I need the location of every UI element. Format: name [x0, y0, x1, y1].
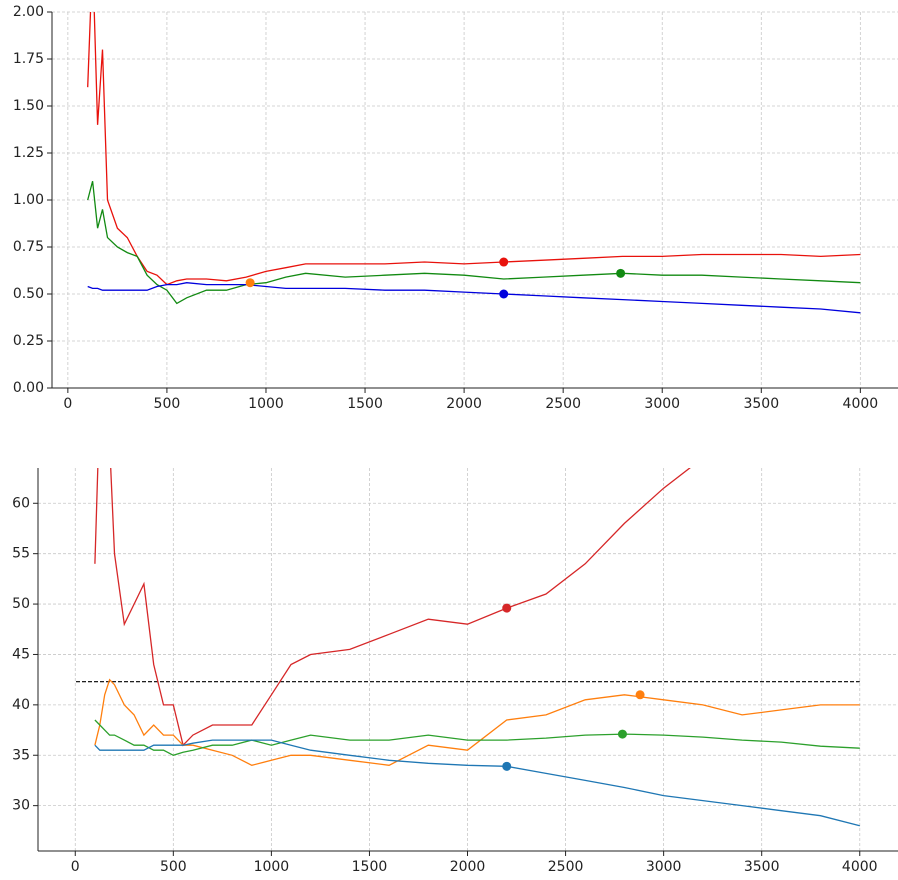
x-tick-label: 4000: [843, 396, 879, 412]
y-tick-label: 0.00: [13, 380, 44, 396]
marker: [499, 257, 509, 267]
y-tick-label: 30: [12, 798, 30, 814]
series-line: [87, 12, 861, 286]
x-tick-label: 3000: [644, 396, 680, 412]
x-tick-label: 2000: [450, 859, 486, 875]
x-tick-label: 500: [160, 859, 187, 875]
marker: [502, 761, 512, 771]
lines: [94, 468, 860, 827]
series-line: [94, 678, 860, 766]
y-tick-label: 50: [12, 596, 30, 612]
x-tick-label: 2500: [548, 859, 584, 875]
y-tick-label: 1.25: [13, 145, 44, 161]
x-tick-label: 2500: [545, 396, 581, 412]
marker: [617, 729, 627, 739]
x-tick-label: 1000: [248, 396, 284, 412]
x-tick-label: 1500: [352, 859, 388, 875]
y-tick-label: 2.00: [13, 4, 44, 20]
x-tick-label: 3500: [743, 396, 779, 412]
y-tick-label: 55: [12, 546, 30, 562]
x-tick-label: 0: [71, 859, 80, 875]
x-tick-label: 2000: [446, 396, 482, 412]
series-line: [87, 282, 861, 314]
y-tick-label: 0.50: [13, 286, 44, 302]
x-tick-label: 3500: [744, 859, 780, 875]
y-tick-label: 35: [12, 747, 30, 763]
x-tick-label: 500: [154, 396, 181, 412]
plot: 0 500 1000 1500 2000 2500 3000 3500 4000 30 35 40 45…: [12, 468, 898, 875]
marker: [635, 690, 645, 700]
plot: 0 500 1000 1500 2000 2500 3000 3500 4000 0.00 0.25…: [13, 4, 898, 412]
series-line: [94, 468, 691, 747]
marker: [616, 268, 626, 278]
x-tick-label: 1500: [347, 396, 383, 412]
y-tick-label: 60: [12, 495, 30, 511]
x-tick-label: 4000: [842, 859, 878, 875]
y-tick-label: 45: [12, 646, 30, 662]
series-line: [87, 181, 861, 305]
y-tick-label: 40: [12, 697, 30, 713]
marker: [499, 289, 509, 299]
y-tick-label: 0.75: [13, 239, 44, 255]
y-tick-label: 0.25: [13, 333, 44, 349]
y-tick-label: 1.75: [13, 51, 44, 67]
x-tick-label: 1000: [254, 859, 290, 875]
series-line: [94, 739, 860, 827]
y-tick-label: 1.00: [13, 192, 44, 208]
marker: [502, 603, 512, 613]
series-line: [94, 719, 860, 757]
y-tick-label: 1.50: [13, 98, 44, 114]
x-tick-label: 3000: [646, 859, 682, 875]
lines: [87, 12, 861, 314]
x-tick-label: 0: [63, 396, 72, 412]
marker: [245, 278, 255, 288]
